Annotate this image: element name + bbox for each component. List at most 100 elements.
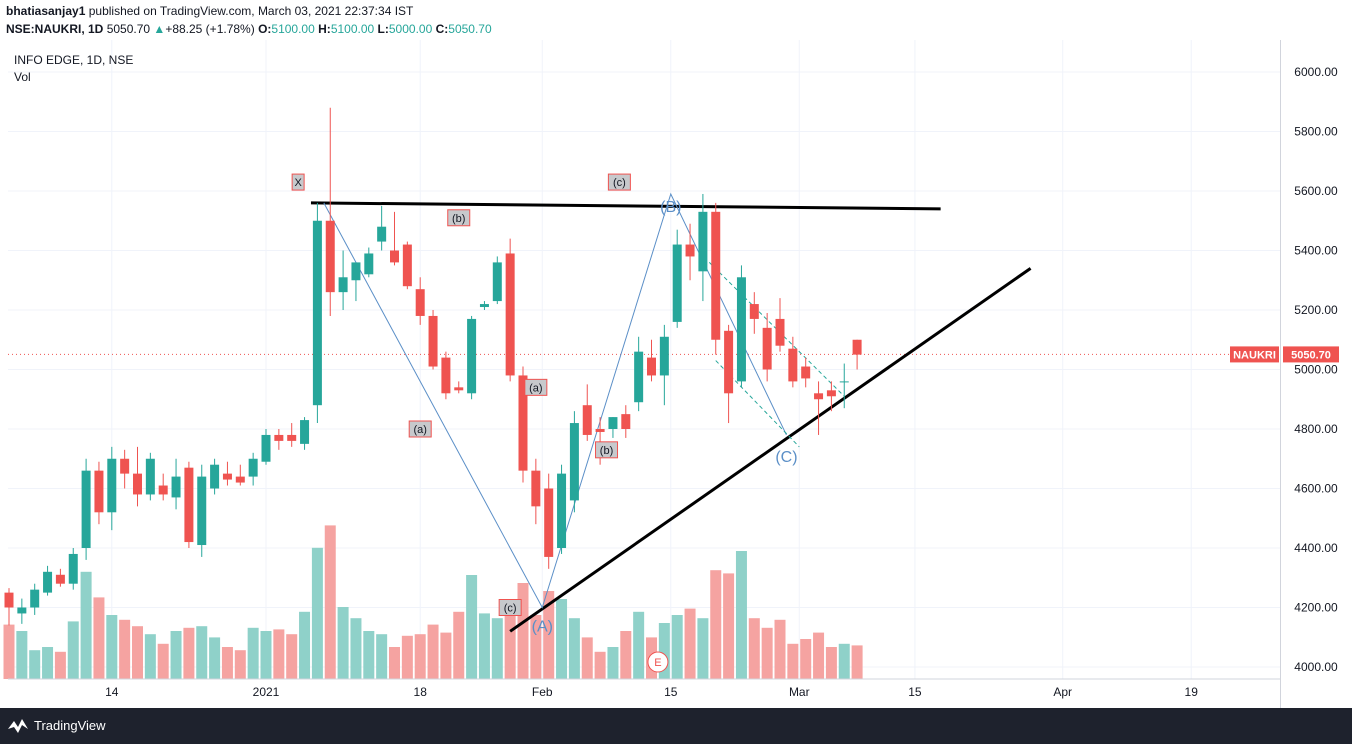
volume-bar — [710, 570, 722, 679]
last-price-badge: NAUKRI 5050.70 — [1230, 346, 1339, 363]
candle-body — [531, 470, 541, 507]
tradingview-brand[interactable]: TradingView — [34, 718, 106, 733]
drawings — [8, 192, 1280, 633]
wave-annotations: X (b) (c) (a) (a) (b) (c) (B) (A) (C) — [291, 173, 798, 635]
close-label: C: — [435, 22, 449, 36]
candle-body — [608, 417, 618, 429]
symbol-badge-bg — [1230, 346, 1279, 363]
wave-label-box — [524, 378, 548, 396]
volume-bar — [16, 631, 28, 679]
candle-body — [595, 429, 605, 432]
candle-body — [467, 318, 477, 394]
volume-bar — [478, 613, 490, 679]
volume-bar — [247, 627, 259, 679]
volume-bar — [684, 608, 696, 679]
volume-bar — [157, 643, 169, 679]
candle-body — [94, 470, 104, 513]
time-tick-label: 14 — [105, 685, 119, 699]
price-tick-label: 4000.00 — [1294, 660, 1338, 674]
price-tick-label: 5000.00 — [1294, 363, 1338, 377]
volume-bar — [3, 624, 15, 679]
candle-body — [557, 473, 567, 548]
wave-label-box — [408, 420, 432, 438]
candle-body — [544, 488, 554, 557]
chart-header: bhatiasanjay1 published on TradingView.c… — [0, 0, 1352, 40]
candle-body — [17, 607, 27, 614]
price-change-arrow-icon: ▲ — [153, 22, 166, 36]
candle-body — [81, 470, 91, 548]
publisher-name[interactable]: bhatiasanjay1 — [6, 4, 86, 18]
volume-bar — [350, 618, 362, 679]
tradingview-logo-icon[interactable] — [8, 717, 28, 735]
candle-body — [724, 330, 734, 394]
candle-body — [441, 357, 451, 394]
price-axis[interactable]: 6000.00 5800.00 5600.00 5400.00 5200.00 5000.… — [1294, 65, 1338, 674]
time-axis[interactable]: 14 2021 18 Feb 15 Mar 15 Apr 19 — [105, 685, 1198, 699]
volume-bar — [697, 618, 709, 679]
candle-body — [300, 420, 310, 444]
candle-body — [197, 476, 207, 546]
legend-vol: Vol — [14, 70, 31, 84]
wave-label: (c) — [504, 603, 517, 615]
volume-bar — [299, 611, 311, 679]
volume-bar — [556, 599, 568, 679]
candle-body — [274, 434, 284, 441]
candle-body — [749, 304, 759, 319]
volume-bar — [466, 575, 478, 679]
volume-bar — [851, 645, 863, 679]
high-value: 5100.00 — [330, 22, 375, 36]
volume-bar — [800, 639, 812, 679]
price-chart[interactable]: E X (b) (c) (a) (a) (b) (c) (B) (A) (C) 6000.00 58… — [0, 40, 1352, 708]
volume-bar — [170, 631, 182, 679]
volume-bar — [658, 623, 670, 679]
volume-bar — [93, 597, 105, 679]
wave-label: (a) — [413, 424, 426, 436]
volume-bar — [838, 643, 850, 679]
support-trendline — [509, 267, 1032, 633]
candle-body — [107, 458, 117, 513]
wave-label-box — [447, 209, 471, 227]
candle-body — [55, 574, 65, 584]
high-label: H: — [318, 22, 331, 36]
wave-label-box — [498, 599, 522, 616]
volume-bar — [221, 647, 233, 679]
volume-bar — [568, 618, 580, 679]
symbol-badge-label: NAUKRI — [1233, 349, 1276, 361]
candle-body — [171, 476, 181, 498]
candle-body — [338, 277, 348, 293]
candle-body — [133, 473, 142, 495]
candle-body — [158, 485, 168, 495]
volume-bar — [363, 631, 375, 679]
wave-label: (b) — [452, 213, 465, 225]
volume-bar — [183, 627, 195, 679]
publish-info: published on TradingView.com, March 03, … — [88, 4, 414, 18]
time-tick-label: Apr — [1053, 685, 1072, 699]
candle-body — [210, 464, 220, 489]
price-tick-label: 4200.00 — [1294, 601, 1338, 615]
price-tick-label: 5200.00 — [1294, 303, 1338, 317]
candle-body — [43, 571, 53, 593]
volume-bar — [813, 632, 825, 679]
volume-bar — [530, 615, 542, 679]
resistance-trendline — [310, 201, 941, 211]
price-badge-bg — [1283, 346, 1339, 363]
candle-body — [839, 381, 849, 383]
volume-bar — [132, 626, 143, 679]
wave-label: (A) — [532, 618, 553, 635]
candle-body — [351, 262, 361, 281]
price-tick-label: 4800.00 — [1294, 422, 1338, 436]
legend-title: INFO EDGE, 1D, NSE — [14, 53, 133, 67]
candle-body — [698, 211, 708, 272]
candle-body — [312, 220, 322, 406]
wave-label: (C) — [775, 449, 797, 466]
candle-body — [492, 262, 502, 302]
candle-body — [30, 589, 40, 608]
volume-bar — [119, 619, 131, 679]
volume-bars: E — [3, 525, 863, 679]
volume-bar — [633, 611, 645, 679]
price-tick-label: 5400.00 — [1294, 244, 1338, 258]
candle-body — [762, 327, 772, 370]
volume-bar — [80, 571, 92, 679]
volume-bar — [504, 599, 516, 679]
candle-body — [248, 458, 258, 477]
